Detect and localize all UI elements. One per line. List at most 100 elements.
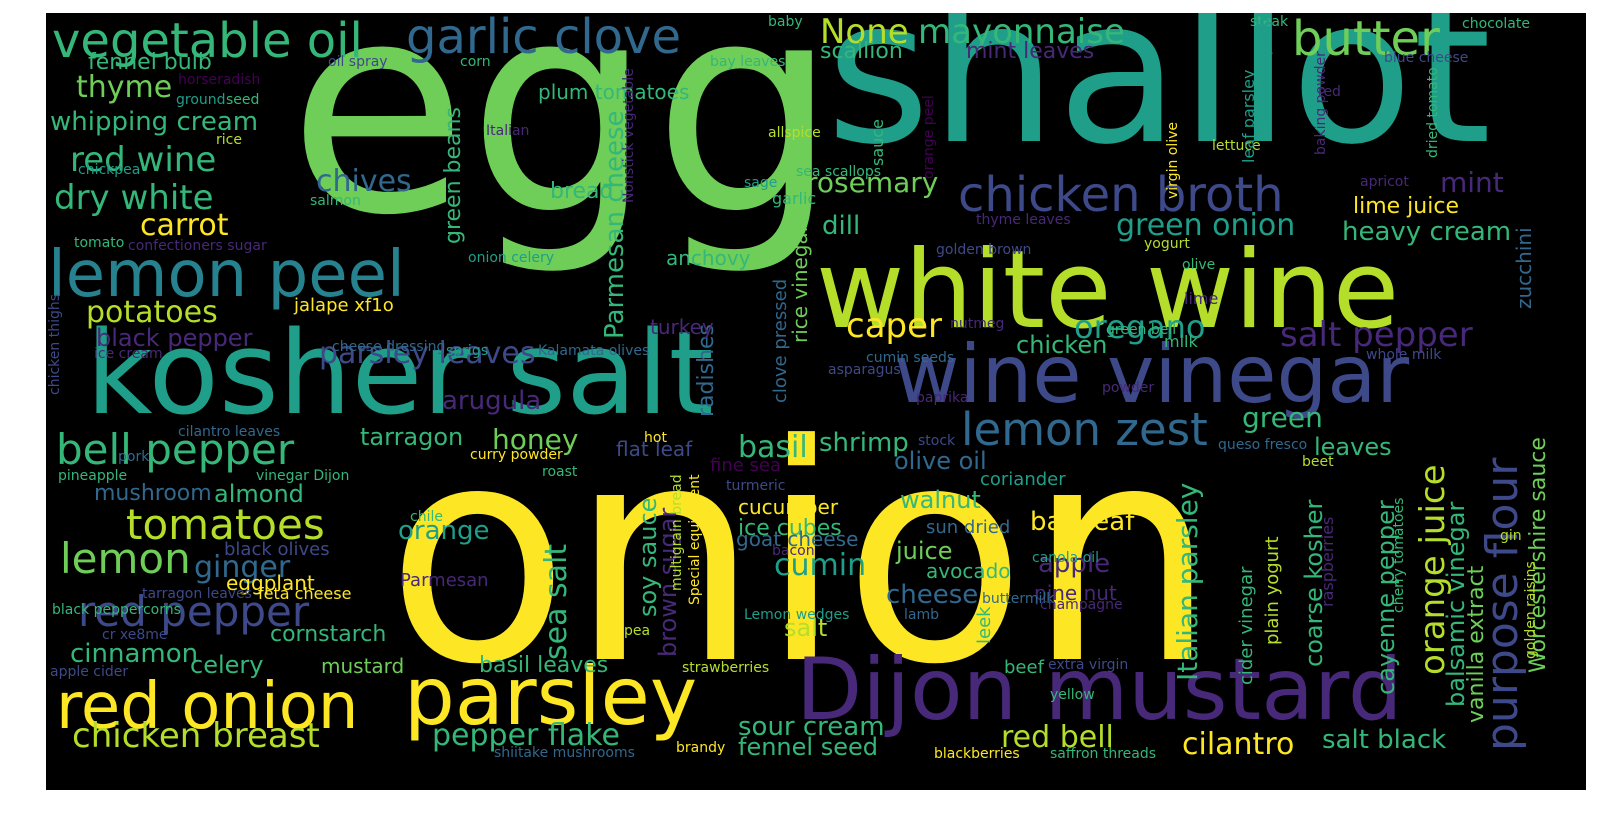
word: ground — [176, 92, 226, 108]
word: cornstarch — [270, 622, 387, 647]
word: cider vinegar — [1236, 566, 1257, 685]
word: rice vinegar — [788, 224, 812, 343]
word: cinnamon — [70, 639, 199, 669]
word: almond — [214, 480, 304, 508]
word: mustard — [321, 654, 405, 678]
word: cilantro leaves — [178, 424, 281, 440]
word: celery — [190, 651, 264, 679]
word: orange — [398, 516, 490, 546]
word: butter — [1292, 13, 1440, 67]
word: bacon — [772, 543, 815, 559]
word: rosemary — [806, 166, 939, 199]
word: cumin — [774, 548, 867, 583]
word: multigrain bread — [669, 474, 685, 591]
word: chicken broth — [958, 167, 1284, 223]
word: cr xe8me — [102, 627, 168, 643]
word: carrot — [140, 208, 229, 243]
word: pea — [624, 623, 651, 639]
word: ice cubes — [738, 516, 842, 541]
word: Dijon mustard — [796, 640, 1403, 740]
word: walnut — [900, 486, 981, 514]
word: clove pressed — [770, 278, 791, 403]
word: Kalamata olives — [538, 343, 650, 359]
word: avocado — [926, 559, 1011, 583]
word: garlic clove — [406, 13, 681, 65]
word: black pepper — [96, 324, 253, 352]
word: sea scallops — [796, 164, 882, 180]
word: rice — [216, 132, 242, 148]
word: wine vinegar — [894, 328, 1410, 421]
word: bay leaves — [710, 54, 786, 70]
word: coriander — [980, 469, 1066, 490]
word: mushroom — [94, 481, 212, 506]
word: olive oil — [894, 447, 987, 475]
word: bread — [550, 179, 614, 204]
word: bell pepper — [56, 425, 295, 474]
word: seed — [226, 92, 260, 108]
word: baking powder — [1313, 51, 1329, 155]
word: lamb — [904, 607, 939, 623]
word: canola oil — [1032, 550, 1099, 566]
word: powder — [1102, 380, 1155, 396]
word: cumin seeds — [866, 350, 955, 366]
word: gin — [1500, 528, 1522, 544]
word: green beans — [441, 107, 466, 244]
word: chicken — [1016, 331, 1108, 359]
word: yellow — [1050, 687, 1095, 703]
word: steak — [1250, 14, 1289, 30]
word: lemon — [60, 534, 191, 583]
word: cucumber — [738, 495, 839, 519]
word: green bell — [1106, 322, 1177, 338]
word: sour cream — [738, 712, 885, 742]
word: ice cream — [94, 346, 163, 362]
word: sun dried — [926, 517, 1011, 538]
word: green — [1242, 401, 1323, 434]
word: oil spray — [328, 54, 388, 70]
word: chickpea — [78, 162, 141, 178]
word: basil — [738, 430, 808, 465]
word: white wine — [816, 228, 1400, 353]
word: milk — [1164, 332, 1198, 351]
word: curry powder — [470, 447, 563, 463]
word: chicken breast — [72, 716, 320, 756]
word: raspberries — [1318, 516, 1337, 607]
word: chicken thighs — [47, 293, 63, 395]
word: basil leaves — [479, 653, 609, 678]
word: beet — [1302, 454, 1334, 470]
word: pepper flake — [432, 718, 620, 753]
word: arugula — [442, 386, 542, 416]
word: Lemon wedges — [744, 607, 850, 623]
word: kosher salt — [86, 307, 714, 441]
word: paprika — [916, 390, 969, 406]
word: extra virgin — [1048, 657, 1129, 673]
word: red onion — [56, 670, 359, 744]
word: champagne — [1040, 597, 1123, 613]
word: jalape xf1o — [294, 295, 394, 316]
word: apple — [1038, 549, 1111, 579]
word: beef — [1004, 657, 1044, 678]
word: turkey — [650, 315, 714, 339]
word: caper — [846, 306, 943, 346]
word: ginger — [194, 550, 291, 585]
word: onion — [386, 381, 1217, 730]
word: asparagus — [828, 362, 901, 378]
word: salt black — [1322, 725, 1447, 755]
word: plum tomatoes — [538, 80, 690, 104]
word: virgin olive — [1165, 121, 1181, 199]
word: whipping cream — [50, 107, 259, 137]
word: tomatoes — [126, 500, 325, 549]
word: tomato paste — [1254, 13, 1273, 118]
word: tomato — [74, 235, 125, 251]
word: cheese — [886, 580, 979, 610]
word: sauce — [868, 119, 887, 166]
word: feta cheese — [258, 584, 352, 603]
word: pine nut — [1034, 581, 1117, 605]
word: lemon zest — [961, 403, 1208, 456]
word: dry white — [54, 178, 214, 218]
word: golden raisins — [1523, 561, 1539, 659]
word-cloud: onion egg shallot kosher salt white wine wine… — [46, 13, 1586, 790]
word: mayonnaise — [918, 13, 1125, 52]
word: salmon — [310, 193, 361, 209]
word: blue cheese — [1384, 50, 1469, 66]
word: flat leaf — [616, 437, 693, 461]
